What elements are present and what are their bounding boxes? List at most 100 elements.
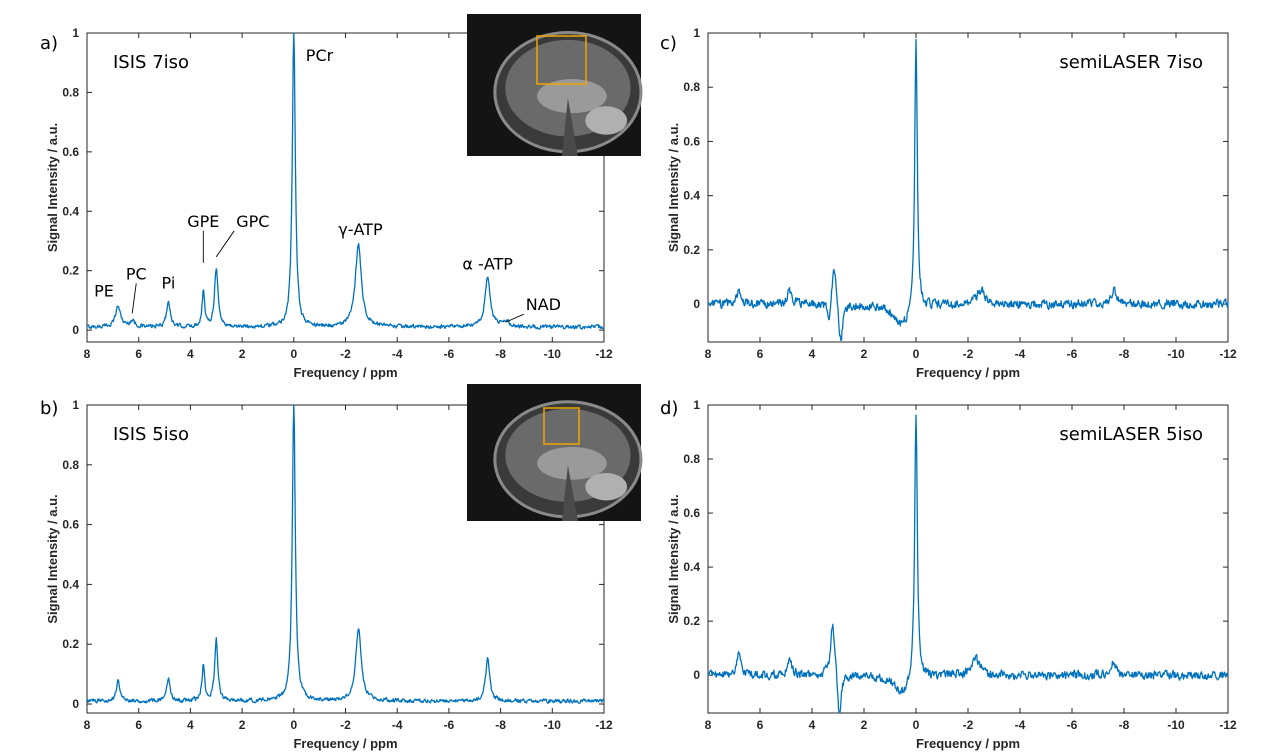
x-tick-label: -12 xyxy=(595,718,613,732)
x-tick-label: 6 xyxy=(135,718,142,732)
panel-title: semiLASER 7iso xyxy=(1059,52,1203,73)
annotation-leader xyxy=(215,230,235,258)
x-tick-label: -4 xyxy=(1015,718,1026,732)
x-tick-label: -2 xyxy=(340,718,351,732)
y-tick-label: 0.6 xyxy=(62,145,79,159)
x-tick-label: 6 xyxy=(135,347,142,361)
y-tick-label: 0.4 xyxy=(683,560,700,574)
x-tick-label: -4 xyxy=(392,718,403,732)
corpus-callosum xyxy=(537,446,607,480)
x-tick-label: 8 xyxy=(84,718,91,732)
x-tick-label: 6 xyxy=(757,347,764,361)
y-tick-label: 0.2 xyxy=(683,243,700,257)
x-tick-label: 4 xyxy=(809,718,816,732)
x-tick-label: 6 xyxy=(757,718,764,732)
y-tick-label: 1 xyxy=(72,26,79,40)
x-tick-label: -12 xyxy=(595,347,613,361)
x-tick-label: 2 xyxy=(861,718,868,732)
peak-annotation: γ-ATP xyxy=(338,220,383,239)
y-tick-label: 0.8 xyxy=(62,458,79,472)
peak-annotation: NAD xyxy=(526,295,561,314)
y-axis-label: Signal Intensity / a.u. xyxy=(45,494,60,623)
peak-annotation: PC xyxy=(126,264,147,283)
chart-panel-1: 8 6 4 2 0 -2 -4 -6 -8 -10 -12 0 0.2 0.4 0.6 0.8 1 Frequen… xyxy=(40,14,643,380)
y-tick-label: 0.8 xyxy=(62,85,79,99)
x-axis-label: Frequency / ppm xyxy=(293,365,397,380)
brainstem xyxy=(561,98,578,156)
x-tick-label: 2 xyxy=(239,718,246,732)
x-tick-label: 4 xyxy=(809,347,816,361)
y-tick-label: 0.2 xyxy=(62,637,79,651)
x-tick-label: 0 xyxy=(290,718,297,732)
x-tick-label: -10 xyxy=(544,718,562,732)
y-tick-label: 0.8 xyxy=(683,452,700,466)
y-tick-label: 1 xyxy=(693,26,700,40)
annotation-leader xyxy=(131,283,137,314)
spectrum-line xyxy=(86,404,605,705)
x-tick-label: -10 xyxy=(1167,347,1185,361)
x-tick-label: -2 xyxy=(340,347,351,361)
spectrum-line xyxy=(86,32,605,330)
x-tick-label: -6 xyxy=(444,347,455,361)
y-tick-label: 0 xyxy=(693,668,700,682)
x-tick-label: -10 xyxy=(544,347,562,361)
x-tick-label: 0 xyxy=(290,347,297,361)
x-tick-label: 8 xyxy=(705,347,712,361)
brainstem xyxy=(561,465,578,521)
x-tick-label: -12 xyxy=(1219,347,1237,361)
y-tick-label: 0.8 xyxy=(683,80,700,94)
x-tick-label: -8 xyxy=(1119,718,1130,732)
x-tick-label: -4 xyxy=(392,347,403,361)
x-tick-label: 0 xyxy=(913,718,920,732)
x-tick-label: -6 xyxy=(1067,718,1078,732)
x-tick-label: -6 xyxy=(444,718,455,732)
peak-annotation: PCr xyxy=(306,46,334,65)
x-tick-label: 0 xyxy=(913,347,920,361)
cerebellum xyxy=(585,473,628,501)
x-tick-label: -4 xyxy=(1015,347,1026,361)
y-tick-label: 0.4 xyxy=(62,204,79,218)
cerebellum xyxy=(585,106,628,135)
y-tick-label: 1 xyxy=(72,398,79,412)
voxel-box xyxy=(543,407,580,445)
y-tick-label: 0.6 xyxy=(683,506,700,520)
chart-panel-2: 8 6 4 2 0 -2 -4 -6 -8 -10 -12 0 0.2 0.4 0.6 0.8 1 Frequen… xyxy=(40,384,643,751)
x-tick-label: -12 xyxy=(1219,718,1237,732)
panel-label: b) xyxy=(40,398,58,419)
peak-annotation: Pi xyxy=(162,273,176,292)
y-tick-label: 0.4 xyxy=(683,189,700,203)
y-axis-label: Signal Intensity / a.u. xyxy=(666,494,681,623)
panel-label: a) xyxy=(40,33,58,54)
y-tick-label: 0.2 xyxy=(683,614,700,628)
voxel-box xyxy=(536,35,587,85)
x-tick-label: -8 xyxy=(495,347,506,361)
panel-label: d) xyxy=(660,398,678,419)
x-tick-label: 2 xyxy=(239,347,246,361)
peak-annotation: GPC xyxy=(236,212,269,231)
x-tick-label: 8 xyxy=(705,718,712,732)
panel-title: semiLASER 5iso xyxy=(1059,424,1203,445)
y-tick-label: 0.2 xyxy=(62,264,79,278)
x-axis-label: Frequency / ppm xyxy=(916,736,1020,751)
x-tick-label: -8 xyxy=(495,718,506,732)
corpus-callosum xyxy=(537,79,607,114)
x-tick-label: 4 xyxy=(187,718,194,732)
y-tick-label: 0.4 xyxy=(62,577,79,591)
x-tick-label: -6 xyxy=(1067,347,1078,361)
chart-panel-3: 8 6 4 2 0 -2 -4 -6 -8 -10 -12 0 0.2 0.4 0.6 0.8 1 Frequen… xyxy=(660,26,1237,380)
panel-label: c) xyxy=(660,33,677,54)
y-tick-label: 1 xyxy=(693,398,700,412)
peak-annotation: GPE xyxy=(187,212,219,231)
y-tick-label: 0 xyxy=(72,323,79,337)
x-tick-label: -2 xyxy=(963,347,974,361)
x-tick-label: 4 xyxy=(187,347,194,361)
panel-title: ISIS 5iso xyxy=(113,424,189,445)
annotation-leader xyxy=(505,313,524,323)
x-axis-label: Frequency / ppm xyxy=(916,365,1020,380)
x-tick-label: -2 xyxy=(963,718,974,732)
y-tick-label: 0.6 xyxy=(62,518,79,532)
peak-annotation: PE xyxy=(94,281,114,300)
x-tick-label: -10 xyxy=(1167,718,1185,732)
spectrum-line xyxy=(707,414,1229,714)
